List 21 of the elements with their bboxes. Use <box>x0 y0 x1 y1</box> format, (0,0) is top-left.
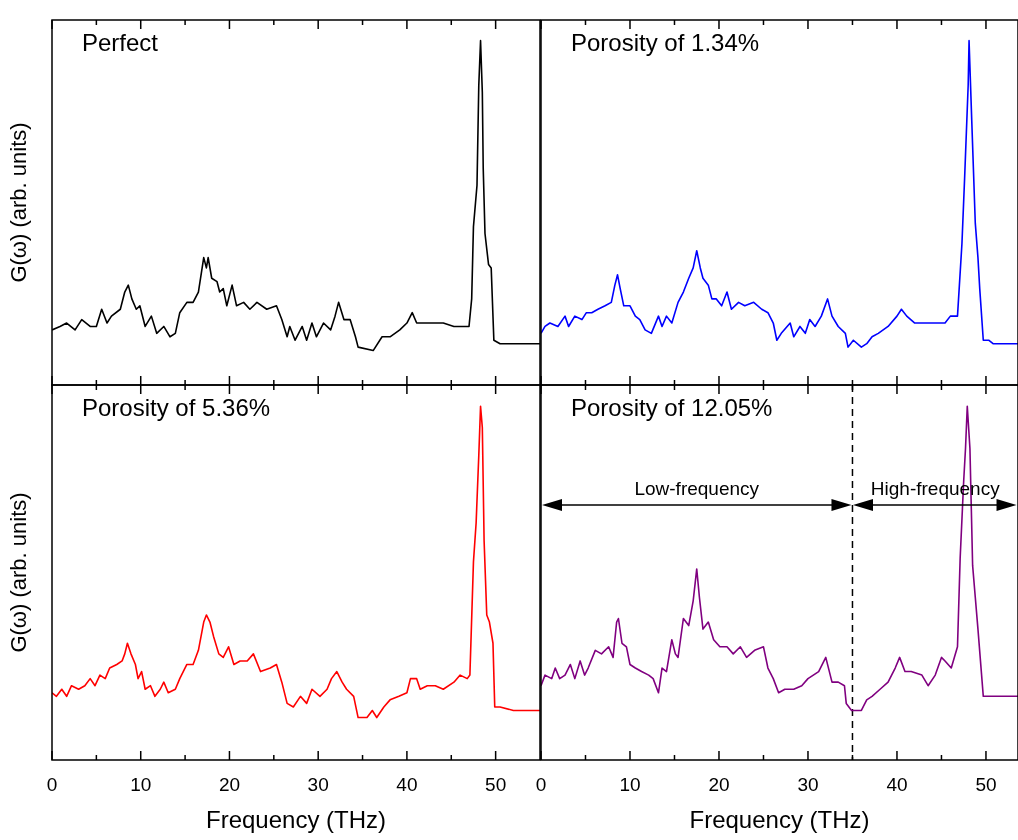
chart-title: Porosity of 1.34% <box>571 28 760 56</box>
chart-title: Porosity of 5.36% <box>82 393 271 421</box>
x-tick-label: 40 <box>886 773 908 795</box>
annotation: Low-frequency <box>634 478 760 499</box>
x-tick-label: 30 <box>797 773 819 795</box>
x-tick-label: 20 <box>708 773 730 795</box>
chart-title: Porosity of 12.05% <box>571 393 773 421</box>
x-tick-label: 10 <box>619 773 641 795</box>
y-axis-title: G(ω) (arb. units) <box>6 492 32 653</box>
y-axis-title: G(ω) (arb. units) <box>6 122 32 283</box>
x-axis-title: Frequency (THz) <box>689 806 870 834</box>
x-tick-label: 30 <box>307 773 329 795</box>
x-tick-label: 0 <box>46 773 58 795</box>
x-tick-label: 10 <box>130 773 152 795</box>
x-tick-label: 40 <box>396 773 418 795</box>
x-tick-label: 50 <box>975 773 997 795</box>
chart-title: Perfect <box>82 28 159 56</box>
x-axis-title: Frequency (THz) <box>205 806 387 834</box>
x-tick-label: 0 <box>535 773 547 795</box>
x-tick-label: 20 <box>218 773 241 795</box>
x-tick-label: 50 <box>485 773 507 795</box>
